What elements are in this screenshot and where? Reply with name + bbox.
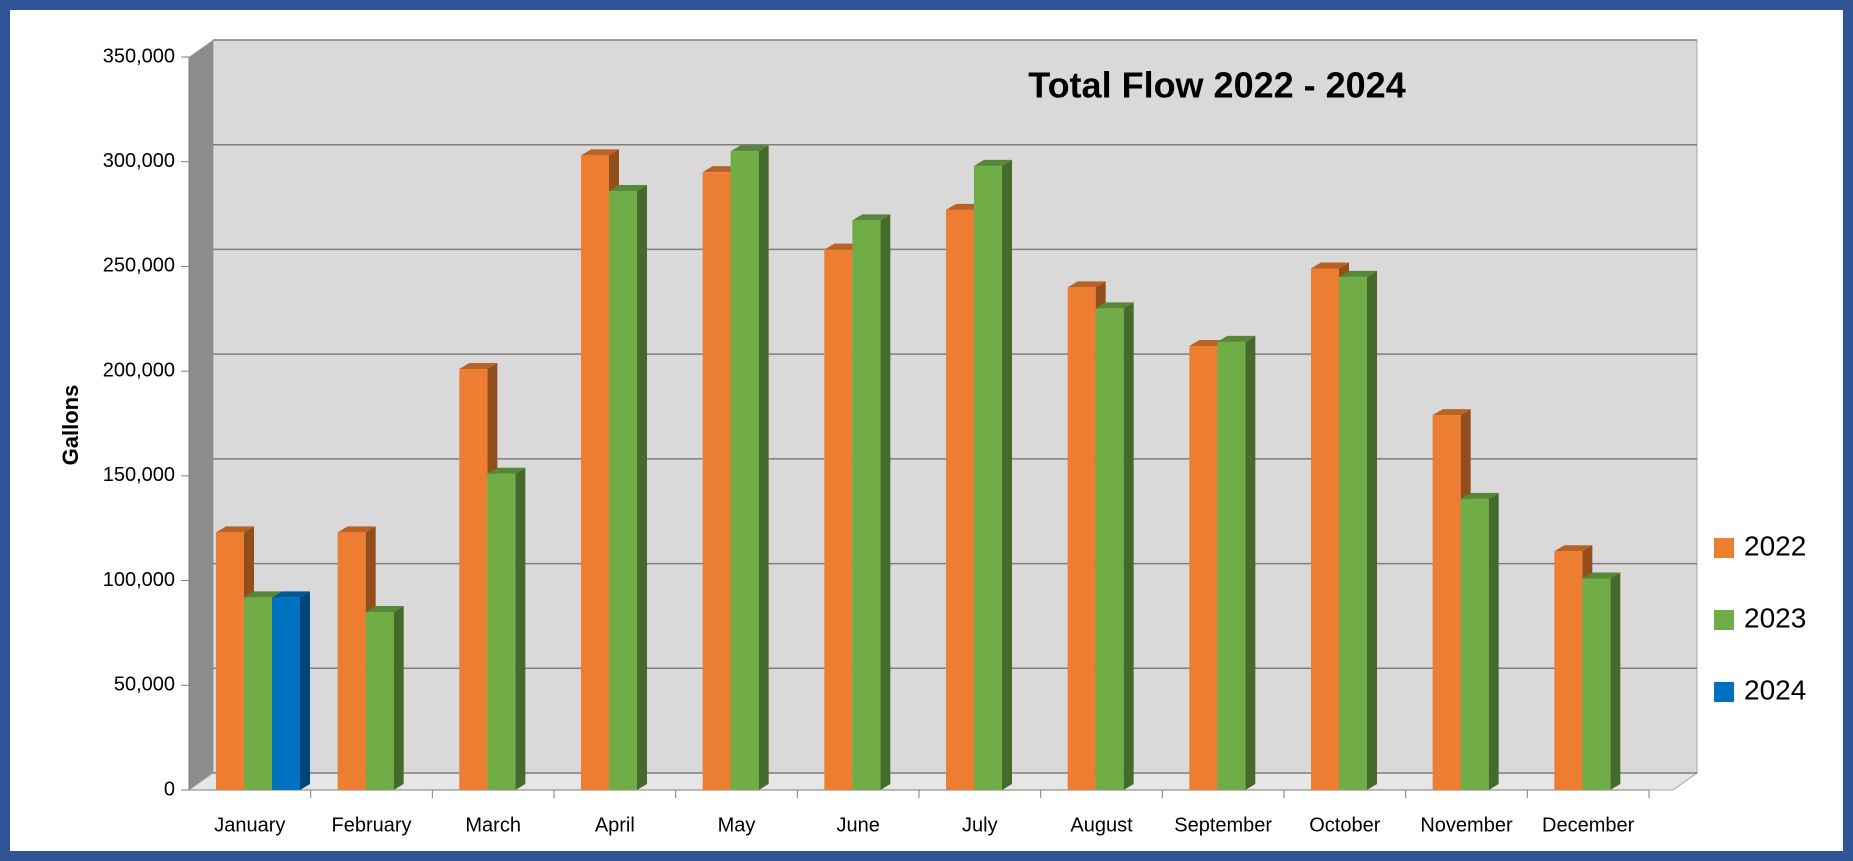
bar	[1460, 498, 1489, 790]
bar-top	[272, 591, 310, 598]
bar-side	[1002, 159, 1012, 791]
bar	[581, 155, 609, 791]
x-tick-label: August	[1070, 814, 1133, 836]
bar	[946, 209, 974, 790]
bar	[1554, 551, 1583, 790]
bar	[974, 165, 1002, 791]
bar-top	[1582, 572, 1621, 579]
bar	[702, 172, 731, 790]
bar-top	[1432, 409, 1471, 416]
legend-swatch	[1714, 538, 1734, 558]
bar-top	[1095, 302, 1134, 309]
bar-side	[758, 145, 769, 790]
bar	[337, 532, 366, 790]
y-tick-label: 0	[164, 778, 175, 800]
y-tick-label: 300,000	[103, 150, 175, 172]
x-tick-label: November	[1420, 814, 1513, 836]
x-tick-label: February	[331, 814, 411, 836]
y-tick-label: 350,000	[103, 45, 175, 67]
bar	[459, 369, 488, 790]
side-wall	[189, 40, 213, 790]
bar-side	[1610, 572, 1621, 790]
bar-top	[1067, 281, 1106, 288]
legend-swatch	[1714, 610, 1734, 630]
bar	[272, 597, 300, 790]
plot: 0 50,000 100,000 150,000 200,000 250,000 300,0…	[103, 39, 1699, 836]
y-tick-label: 200,000	[103, 359, 175, 381]
bar	[244, 597, 272, 790]
bar	[730, 151, 759, 790]
bar-top	[1339, 270, 1377, 277]
bar-top	[216, 526, 254, 533]
x-tick-label: September	[1174, 814, 1272, 836]
bar-top	[974, 159, 1012, 166]
bar	[824, 249, 853, 790]
bar-side	[1123, 302, 1134, 790]
bar-side	[300, 591, 310, 790]
y-tick-label: 100,000	[103, 569, 175, 591]
bar-top	[487, 467, 526, 474]
x-tick-label: January	[214, 814, 285, 836]
bar-top	[244, 591, 282, 598]
bar	[1095, 308, 1124, 790]
bar	[1217, 341, 1246, 790]
bar	[1189, 346, 1218, 790]
bar	[1582, 578, 1611, 790]
bar-top	[337, 526, 376, 533]
y-tick-label: 150,000	[103, 464, 175, 486]
bar-side	[515, 467, 526, 790]
bar	[1067, 287, 1096, 790]
bar	[1339, 276, 1367, 790]
bar-side	[1245, 335, 1256, 790]
bar	[852, 220, 881, 791]
x-tick-label: March	[465, 814, 521, 836]
chart-title: Total Flow 2022 - 2024	[1028, 65, 1405, 106]
x-tick-label: April	[595, 814, 635, 836]
bar-side	[1367, 270, 1377, 790]
bar-top	[730, 145, 769, 152]
x-tick-label: June	[836, 814, 879, 836]
y-tick-label: 50,000	[114, 674, 175, 696]
legend-label: 2022	[1744, 530, 1806, 561]
bar-top	[609, 185, 647, 192]
legend-label: 2024	[1744, 674, 1806, 705]
bar	[1432, 415, 1461, 790]
bar-top	[459, 363, 498, 370]
bar	[216, 532, 244, 790]
y-axis-label: Gallons	[58, 385, 83, 466]
x-tick-label: May	[718, 814, 756, 836]
bar-top	[365, 605, 404, 612]
bar	[609, 191, 637, 790]
bar-top	[1554, 545, 1593, 552]
x-tick-label: July	[962, 814, 998, 836]
bar-side	[637, 185, 647, 790]
x-tick-label: December	[1542, 814, 1635, 836]
bar	[1311, 268, 1339, 791]
y-tick-label: 250,000	[103, 255, 175, 277]
bar-top	[1217, 335, 1256, 342]
bar-top	[1460, 492, 1499, 499]
x-tick-label: October	[1309, 814, 1380, 836]
legend-label: 2023	[1744, 602, 1806, 633]
bar-side	[1488, 492, 1499, 790]
bar	[365, 611, 394, 790]
legend-swatch	[1714, 682, 1734, 702]
bar-side	[393, 605, 404, 790]
bar	[487, 473, 516, 790]
bar-top	[581, 149, 619, 156]
bar-side	[880, 214, 891, 791]
bar-top	[852, 214, 891, 221]
bar-top	[1311, 262, 1349, 269]
